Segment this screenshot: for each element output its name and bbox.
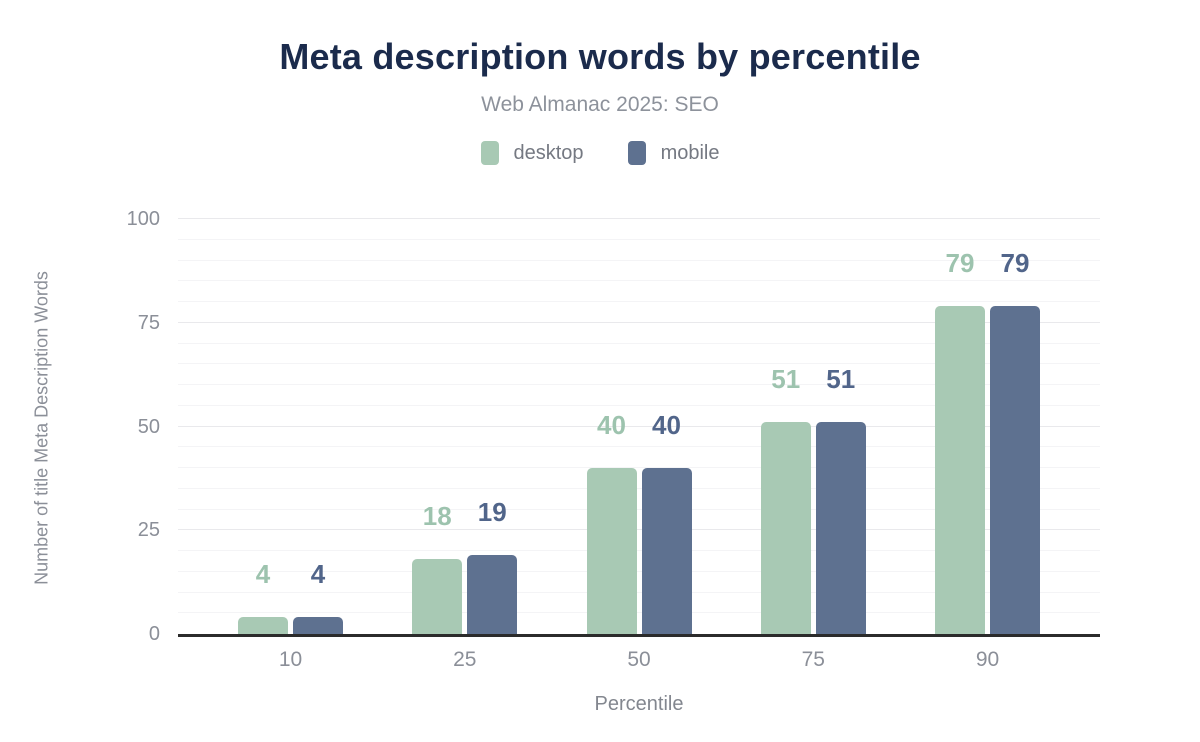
bar-col-desktop: 79 xyxy=(935,250,985,634)
bar-desktop-p90 xyxy=(935,306,985,634)
bar-value-label-mobile: 19 xyxy=(477,497,507,528)
x-tick-label: 90 xyxy=(975,648,1000,671)
bar-group-50: 40 40 xyxy=(586,410,692,634)
y-tick-label: 50 xyxy=(137,415,160,438)
mobile-swatch-icon xyxy=(627,141,646,165)
y-tick-label: 100 xyxy=(126,208,160,230)
bar-mobile-p50 xyxy=(641,468,692,634)
gridline xyxy=(178,218,1100,219)
bar-desktop-p75 xyxy=(760,422,811,634)
bar-col-desktop: 40 xyxy=(586,410,637,634)
bar-col-desktop: 18 xyxy=(412,501,463,634)
x-tick-label: 50 xyxy=(627,648,651,671)
bar-col-desktop: 4 xyxy=(238,561,288,634)
desktop-swatch-icon xyxy=(480,141,499,165)
bar-group-75: 51 51 xyxy=(760,364,866,634)
bar-value-label-mobile: 40 xyxy=(652,410,681,440)
legend-item-mobile: mobile xyxy=(627,141,720,165)
gridline xyxy=(178,591,1100,593)
bar-value-label-mobile: 51 xyxy=(826,364,856,395)
gridline xyxy=(178,425,1100,427)
x-tick-label: 25 xyxy=(453,648,477,671)
gridline xyxy=(178,487,1100,489)
bar-mobile-p10 xyxy=(293,617,343,634)
gridline xyxy=(178,550,1100,551)
legend: desktop mobile xyxy=(0,141,1200,165)
gridline xyxy=(178,321,1100,323)
bar-col-mobile: 19 xyxy=(467,497,518,634)
gridline xyxy=(178,280,1100,282)
bar-mobile-p90 xyxy=(990,306,1040,634)
bar-value-label-desktop: 18 xyxy=(422,501,452,532)
bar-col-mobile: 40 xyxy=(641,410,692,634)
gridline xyxy=(178,404,1100,406)
y-axis-title: Number of title Meta Description Words xyxy=(31,271,52,585)
gridline xyxy=(178,301,1100,302)
gridline xyxy=(178,238,1100,240)
gridline xyxy=(178,259,1100,261)
chart-subtitle: Web Almanac 2025: SEO xyxy=(481,93,719,116)
gridline xyxy=(178,570,1100,572)
gridline xyxy=(178,612,1100,614)
gridline xyxy=(178,467,1100,468)
x-tick-label: 75 xyxy=(801,648,825,671)
bar-desktop-p25 xyxy=(412,559,463,634)
x-axis-title: Percentile xyxy=(594,693,684,715)
legend-label-desktop: desktop xyxy=(513,141,584,164)
bar-value-label-desktop: 51 xyxy=(771,364,801,395)
x-tick-label: 10 xyxy=(278,648,303,671)
bar-group-25: 18 19 xyxy=(412,497,518,634)
y-tick-label: 0 xyxy=(148,623,160,645)
bar-col-mobile: 51 xyxy=(815,364,866,634)
y-tick-label: 75 xyxy=(137,311,160,334)
bar-value-label-mobile: 4 xyxy=(310,559,326,590)
gridline xyxy=(178,508,1100,510)
bars-layer: 4 4 18 19 40 40 51 51 79 79 xyxy=(178,222,1100,634)
plot-area: 0 25 50 75 100 4 4 18 19 40 40 51 51 79 79 xyxy=(127,208,1100,645)
gridline xyxy=(178,446,1100,448)
bar-group-90: 79 79 xyxy=(935,250,1040,634)
bar-col-mobile: 4 xyxy=(293,561,343,634)
gridline xyxy=(178,529,1100,531)
chart-title: Meta description words by percentile xyxy=(279,36,921,77)
bar-mobile-p75 xyxy=(815,422,866,634)
bar-mobile-p25 xyxy=(467,555,518,634)
legend-label-mobile: mobile xyxy=(660,141,720,164)
bar-value-label-desktop: 40 xyxy=(597,410,626,440)
gridline xyxy=(178,342,1100,344)
legend-item-desktop: desktop xyxy=(480,141,584,165)
gridline xyxy=(178,363,1100,365)
bar-desktop-p50 xyxy=(586,468,637,634)
gridline xyxy=(178,384,1100,385)
bar-value-label-desktop: 79 xyxy=(945,248,975,279)
bar-col-desktop: 51 xyxy=(760,364,811,634)
bar-desktop-p10 xyxy=(238,617,288,634)
bar-col-mobile: 79 xyxy=(990,250,1040,634)
bar-value-label-desktop: 4 xyxy=(255,559,271,590)
x-axis-ticks: 10 25 50 75 90 xyxy=(178,648,1100,672)
bar-value-label-mobile: 79 xyxy=(1000,248,1030,279)
y-tick-label: 25 xyxy=(137,519,160,542)
